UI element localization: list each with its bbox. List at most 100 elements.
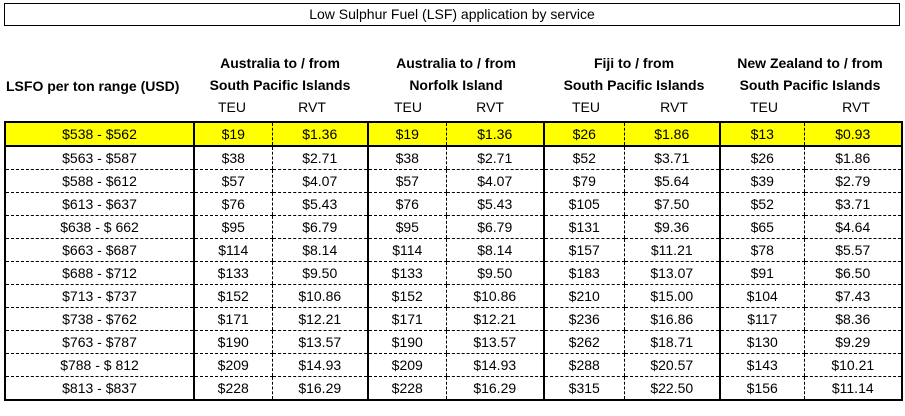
cell-aus-norfolk-teu: $114 [367,238,446,262]
cell-fiji-spi-rvt: $18.71 [623,330,720,354]
cell-aus-spi-rvt: $9.50 [271,261,368,285]
cell-aus-spi-rvt: $2.71 [271,146,368,170]
cell-aus-spi-teu: $209 [193,353,272,377]
cell-aus-spi-teu: $57 [193,169,272,193]
cell-lsfo-range: $813 - $837 [4,376,194,401]
cell-aus-norfolk-rvt: $10.86 [445,284,544,308]
cell-nz-spi-teu: $78 [719,238,804,262]
cell-lsfo-range: $713 - $737 [4,284,194,308]
cell-nz-spi-rvt: $3.71 [803,192,903,216]
cell-aus-norfolk-teu: $133 [367,261,446,285]
cell-nz-spi-rvt: $9.29 [803,330,903,354]
subheader-rvt-0: RVT [298,99,326,115]
cell-fiji-spi-teu: $183 [543,261,624,285]
cell-aus-spi-rvt: $8.14 [271,238,368,262]
cell-aus-spi-rvt: $6.79 [271,215,368,239]
cell-aus-spi-rvt: $14.93 [271,353,368,377]
cell-nz-spi-rvt: $2.79 [803,169,903,193]
cell-aus-norfolk-rvt: $5.43 [445,192,544,216]
cell-aus-spi-rvt: $4.07 [271,169,368,193]
subheader-rvt-1: RVT [476,99,504,115]
cell-fiji-spi-teu: $26 [543,121,624,147]
cell-aus-spi-teu: $171 [193,307,272,331]
cell-nz-spi-rvt: $4.64 [803,215,903,239]
cell-aus-spi-rvt: $13.57 [271,330,368,354]
cell-fiji-spi-rvt: $22.50 [623,376,720,401]
cell-aus-norfolk-rvt: $1.36 [445,121,544,147]
table-row: $613 - $637 $76 $5.43 $76 $5.43 $105 $7.50 $52 $… [4,192,903,216]
cell-aus-norfolk-rvt: $6.79 [445,215,544,239]
group-header-1-line1: Australia to / from [396,55,516,71]
cell-nz-spi-rvt: $1.86 [803,146,903,170]
cell-lsfo-range: $738 - $762 [4,307,194,331]
cell-nz-spi-teu: $143 [719,353,804,377]
cell-nz-spi-teu: $104 [719,284,804,308]
cell-nz-spi-rvt: $11.14 [803,376,903,401]
cell-nz-spi-rvt: $6.50 [803,261,903,285]
cell-aus-norfolk-teu: $76 [367,192,446,216]
cell-aus-spi-teu: $228 [193,376,272,401]
group-header-0-line1: Australia to / from [220,55,340,71]
cell-aus-norfolk-teu: $19 [367,121,446,147]
cell-fiji-spi-rvt: $20.57 [623,353,720,377]
cell-aus-spi-rvt: $12.21 [271,307,368,331]
cell-fiji-spi-rvt: $3.71 [623,146,720,170]
cell-aus-spi-rvt: $10.86 [271,284,368,308]
cell-aus-norfolk-rvt: $4.07 [445,169,544,193]
group-header-2-line2: South Pacific Islands [563,77,705,93]
cell-aus-spi-teu: $38 [193,146,272,170]
subheader-teu-0: TEU [218,99,246,115]
table-row: $663 - $687 $114 $8.14 $114 $8.14 $157 $11.21 $… [4,238,903,262]
cell-aus-norfolk-teu: $171 [367,307,446,331]
table-row: $638 - $ 662 $95 $6.79 $95 $6.79 $131 $9.36 $65… [4,215,903,239]
cell-lsfo-range: $588 - $612 [4,169,194,193]
table-title: Low Sulphur Fuel (LSF) application by se… [4,3,900,26]
table-row: $563 - $587 $38 $2.71 $38 $2.71 $52 $3.71 $26 $1… [4,146,903,170]
subheader-teu-3: TEU [750,99,778,115]
cell-fiji-spi-rvt: $13.07 [623,261,720,285]
cell-nz-spi-rvt: $0.93 [803,121,903,147]
cell-aus-norfolk-teu: $209 [367,353,446,377]
cell-lsfo-range: $613 - $637 [4,192,194,216]
table-row: $763 - $787 $190 $13.57 $190 $13.57 $262 $18.7… [4,330,903,354]
cell-fiji-spi-rvt: $15.00 [623,284,720,308]
table-row: $813 - $837 $228 $16.29 $228 $16.29 $315 $22.5… [4,376,903,401]
cell-aus-spi-rvt: $1.36 [271,121,368,147]
cell-aus-norfolk-teu: $95 [367,215,446,239]
cell-lsfo-range: $538 - $562 [4,121,194,147]
cell-nz-spi-teu: $26 [719,146,804,170]
cell-fiji-spi-teu: $315 [543,376,624,401]
cell-aus-norfolk-teu: $190 [367,330,446,354]
cell-lsfo-range: $638 - $ 662 [4,215,194,239]
cell-aus-norfolk-teu: $57 [367,169,446,193]
subheader-rvt-2: RVT [660,99,688,115]
cell-lsfo-range: $663 - $687 [4,238,194,262]
cell-aus-norfolk-rvt: $16.29 [445,376,544,401]
cell-aus-norfolk-rvt: $12.21 [445,307,544,331]
group-header-0-line2: South Pacific Islands [209,77,351,93]
group-header-1-line2: Norfolk Island [409,77,503,93]
cell-fiji-spi-teu: $262 [543,330,624,354]
cell-nz-spi-teu: $52 [719,192,804,216]
cell-aus-spi-teu: $133 [193,261,272,285]
cell-nz-spi-rvt: $10.21 [803,353,903,377]
table-row: $588 - $612 $57 $4.07 $57 $4.07 $79 $5.64 $39 $2… [4,169,903,193]
cell-aus-norfolk-rvt: $8.14 [445,238,544,262]
cell-nz-spi-rvt: $5.57 [803,238,903,262]
subheader-teu-1: TEU [394,99,422,115]
cell-aus-norfolk-rvt: $13.57 [445,330,544,354]
cell-aus-spi-teu: $190 [193,330,272,354]
cell-fiji-spi-rvt: $9.36 [623,215,720,239]
cell-nz-spi-teu: $39 [719,169,804,193]
subheader-rvt-3: RVT [842,99,870,115]
cell-nz-spi-teu: $156 [719,376,804,401]
cell-fiji-spi-rvt: $7.50 [623,192,720,216]
cell-aus-spi-teu: $19 [193,121,272,147]
cell-fiji-spi-rvt: $5.64 [623,169,720,193]
cell-nz-spi-teu: $130 [719,330,804,354]
cell-nz-spi-teu: $91 [719,261,804,285]
group-header-3-line2: South Pacific Islands [739,77,881,93]
cell-aus-spi-teu: $76 [193,192,272,216]
cell-fiji-spi-teu: $288 [543,353,624,377]
